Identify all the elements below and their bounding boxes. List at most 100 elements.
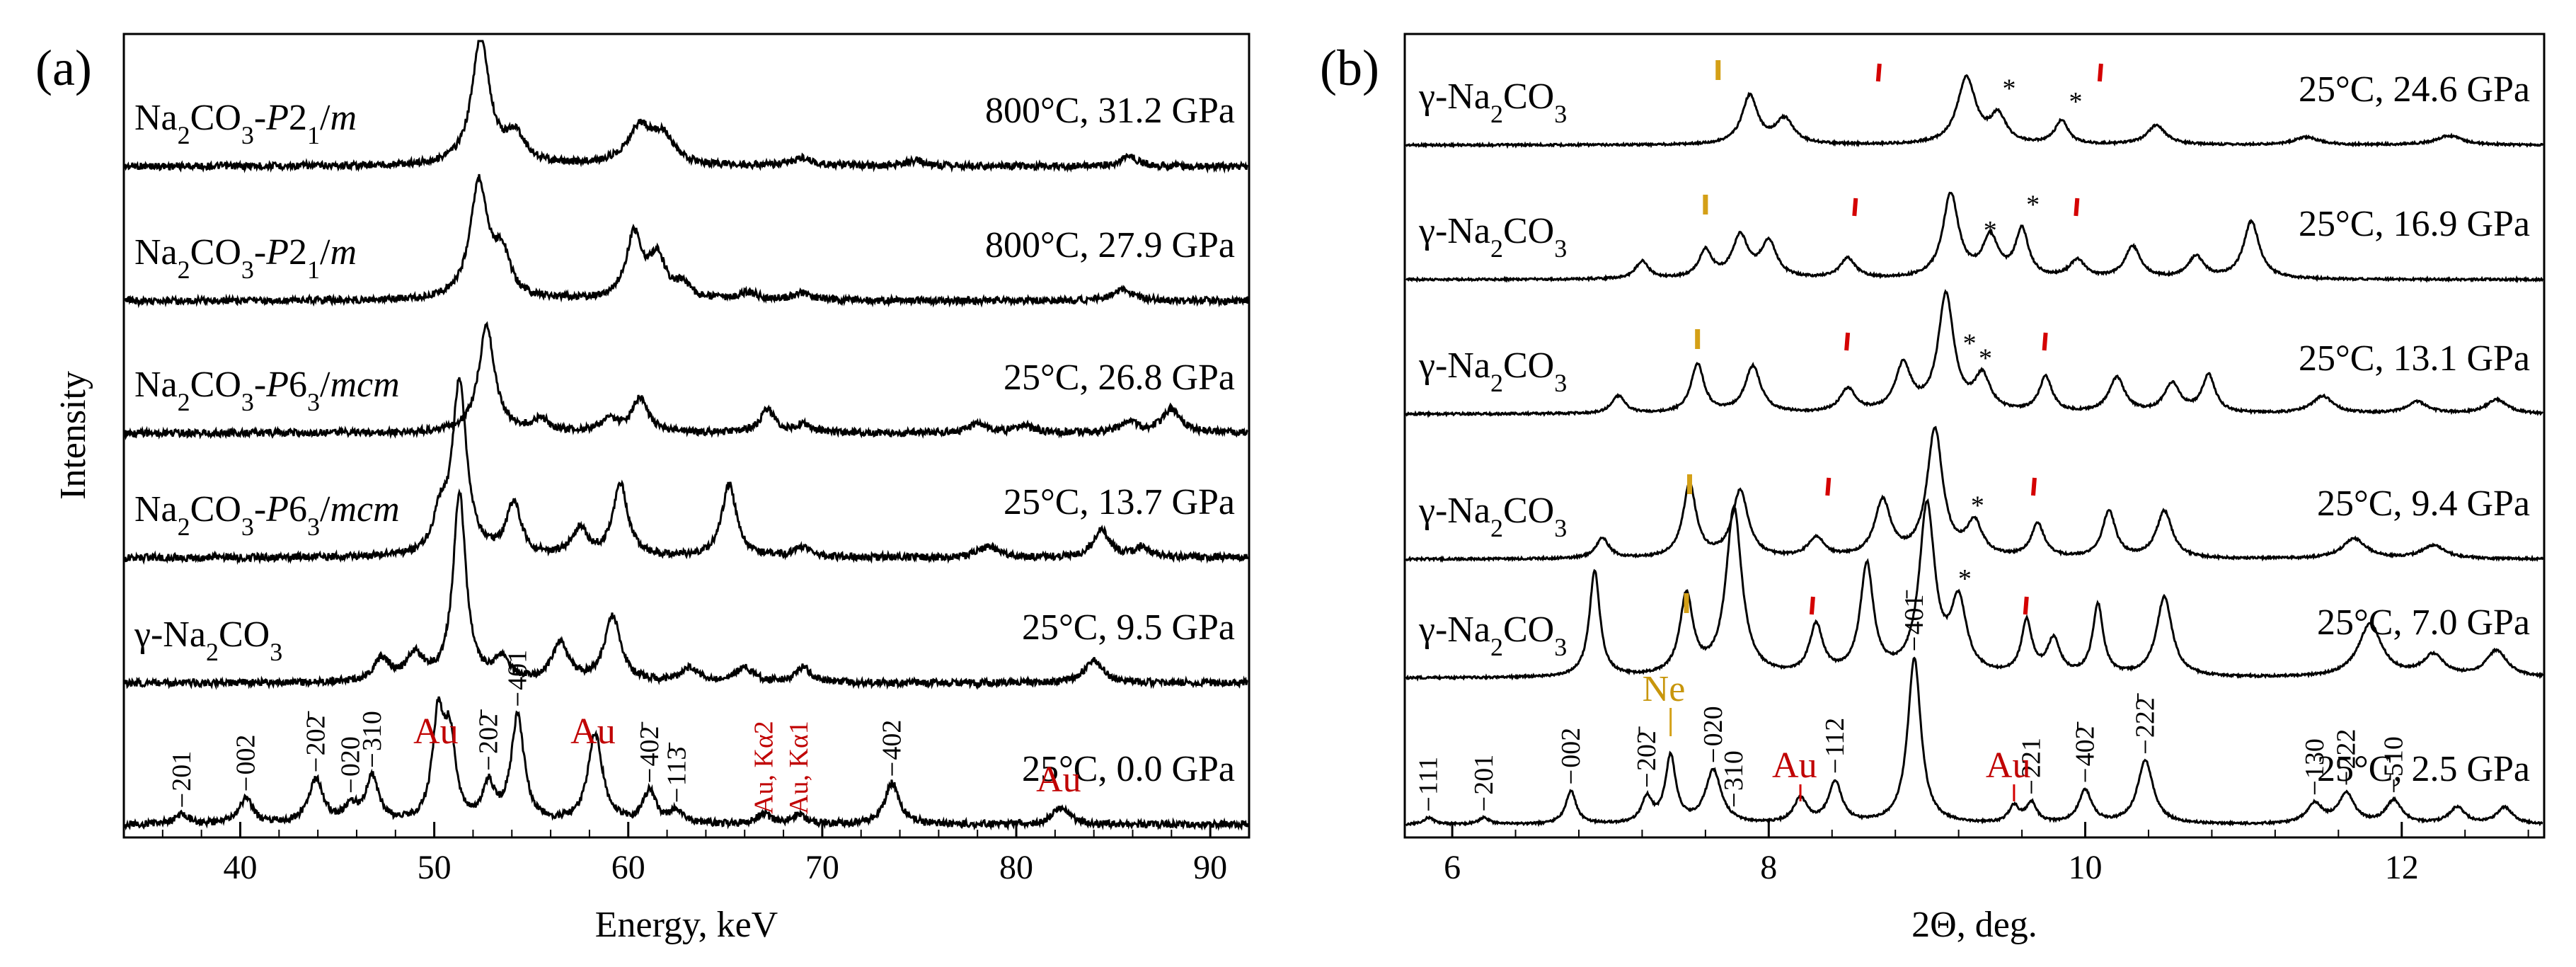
sample-label-part: 2 [178,256,190,284]
au-marker [2074,198,2080,217]
x-tick-label: 40 [223,849,257,886]
hkl-label: 510 [2379,736,2409,777]
au-marker [1875,63,1882,82]
sample-label-part: / [320,98,330,138]
sample-label-part: 3 [270,638,282,666]
au-marker [2097,63,2103,82]
au-label: Au [1772,745,1817,786]
trace-b-3 [1405,425,2544,563]
hkl-label: 113̄ [662,743,691,786]
sample-label: γ-Na2CO3 [1418,76,1567,128]
sample-label-part: 2 [178,121,190,149]
star-marker: * [2069,87,2082,117]
sample-label-part: 3 [1554,369,1567,397]
hkl-label: 402 [878,720,907,760]
hkl-label: 020 [1698,706,1728,746]
sample-label-part: Na [134,232,178,273]
sample-label-part: γ-Na [1418,610,1490,650]
sample-label-part: 3 [241,256,254,284]
trace-b-2 [1405,289,2543,418]
sample-label-part: CO [1503,345,1554,386]
sample-label-part: CO [190,232,241,273]
sample-label-part: 2 [1490,514,1503,542]
sample-label-part: P [265,232,289,273]
au-marker [1852,198,1858,217]
sample-label-part: γ-Na [1418,491,1490,531]
sample-label-part: 6 [289,489,307,530]
sample-label-part: γ-Na [1418,211,1490,251]
hkl-label: 222 [2331,728,2361,769]
sample-label-part: CO [1503,610,1554,650]
sample-label-part: - [254,489,266,530]
trace-b-0 [1405,74,2544,149]
sample-label: γ-Na2CO3 [1418,610,1567,661]
au-label: Au [1036,760,1081,800]
hkl-label: 401̄ [1899,590,1929,634]
panel-a: (a) Intensity Energy, keV 40 50 60 70 80 90 8… [35,33,1250,945]
star-marker: * [2026,190,2040,220]
au-marker [2030,477,2037,496]
sample-label-part: γ-Na [1418,76,1490,117]
hkl-label: 002 [1556,728,1586,768]
sample-label-part: m [330,98,357,138]
condition-label: 25°C, 9.5 GPa [1022,607,1235,648]
sample-label-part: Na [134,489,178,530]
trace-a-5 [124,696,1249,831]
sample-label-part: 2 [1490,234,1503,263]
panel-a-ylabel: Intensity [53,371,93,500]
sample-label-part: 2 [178,513,190,541]
panel-a-label: (a) [35,40,92,96]
sample-label-part: CO [1503,211,1554,251]
sample-label-part: 2 [178,388,190,416]
panel-a-frame [122,33,1250,839]
panel-a-traces [124,40,1249,831]
hkl-label: 112 [1820,718,1850,757]
au-marker [1844,332,1851,351]
sample-label-part: P [265,489,289,530]
star-marker: * [1971,491,1984,521]
au-label: Au [1986,745,2031,786]
sample-label-part: 3 [1554,100,1567,128]
sample-label-part: CO [190,98,241,138]
sample-label-part: 3 [241,388,254,416]
hkl-label: 002 [231,734,261,774]
sample-label-part: - [254,365,266,405]
sample-label-part: CO [219,614,270,655]
x-tick-label: 10 [2069,849,2103,886]
sample-label-part: mcm [330,365,399,405]
condition-label: 25°C, 26.8 GPa [1004,357,1235,398]
sample-label-part: P [265,98,289,138]
trace-a-4 [124,488,1248,690]
hkl-label: 310 [357,711,387,751]
panel-b-xlabel: 2Θ, deg. [1911,905,2037,945]
panel-b-traces [1405,74,2544,828]
sample-label-part: mcm [330,489,399,530]
star-marker: * [1963,329,1977,359]
trace-a-2 [124,321,1248,440]
sample-label: γ-Na2CO3 [1418,491,1567,542]
sample-label-part: 3 [307,388,320,416]
sample-label-part: Na [134,365,178,405]
condition-label: 25°C, 16.9 GPa [2299,204,2530,244]
sample-label: Na2CO3-P63/mcm [134,489,400,541]
sample-label-part: 2 [289,98,307,138]
sample-label-part: - [254,232,266,273]
sample-label-part: 2 [1490,100,1503,128]
trace-b-5 [1405,656,2543,828]
sample-label-part: 3 [241,121,254,149]
x-tick-label: 70 [805,849,839,886]
x-tick-label: 8 [1760,849,1777,886]
x-tick-label: 80 [999,849,1033,886]
panel-b-label: (b) [1320,40,1379,96]
sample-label-part: CO [190,365,241,405]
sample-label-part: 3 [1554,633,1567,661]
star-marker: * [1979,344,1992,374]
trace-a-1 [124,173,1249,309]
ne-label: Ne [1643,669,1686,709]
sample-label-part: 3 [1554,234,1567,263]
sample-label: γ-Na2CO3 [1418,345,1567,397]
trace-a-0 [124,40,1248,174]
